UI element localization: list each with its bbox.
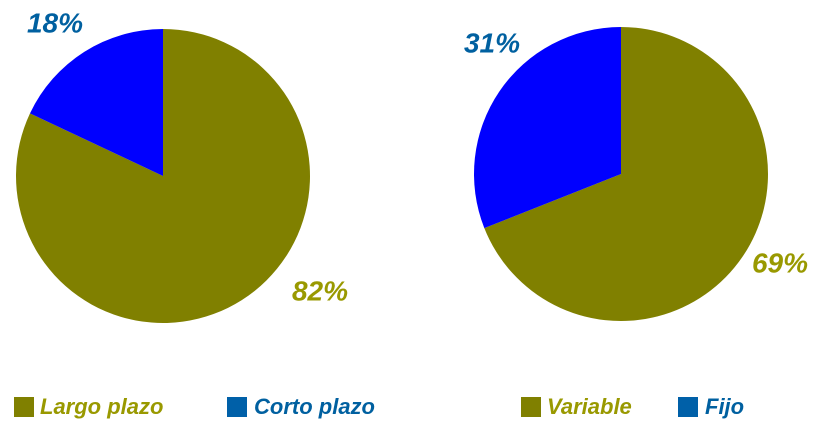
- legend-label: Fijo: [705, 394, 744, 419]
- pie-slice: [473, 27, 621, 229]
- legend-swatch: [227, 397, 247, 417]
- legend-swatch: [14, 397, 34, 417]
- legend-swatch: [521, 397, 541, 417]
- legend-label: Variable: [547, 394, 632, 419]
- legend-swatch: [678, 397, 698, 417]
- value-label: 18%: [27, 7, 83, 38]
- value-label: 31%: [464, 27, 520, 58]
- value-label: 82%: [292, 275, 348, 306]
- pie-slice: [484, 27, 768, 322]
- legend-label: Corto plazo: [254, 394, 375, 419]
- pie-slice: [29, 29, 164, 176]
- legend-label: Largo plazo: [40, 394, 163, 419]
- value-label: 69%: [752, 247, 808, 278]
